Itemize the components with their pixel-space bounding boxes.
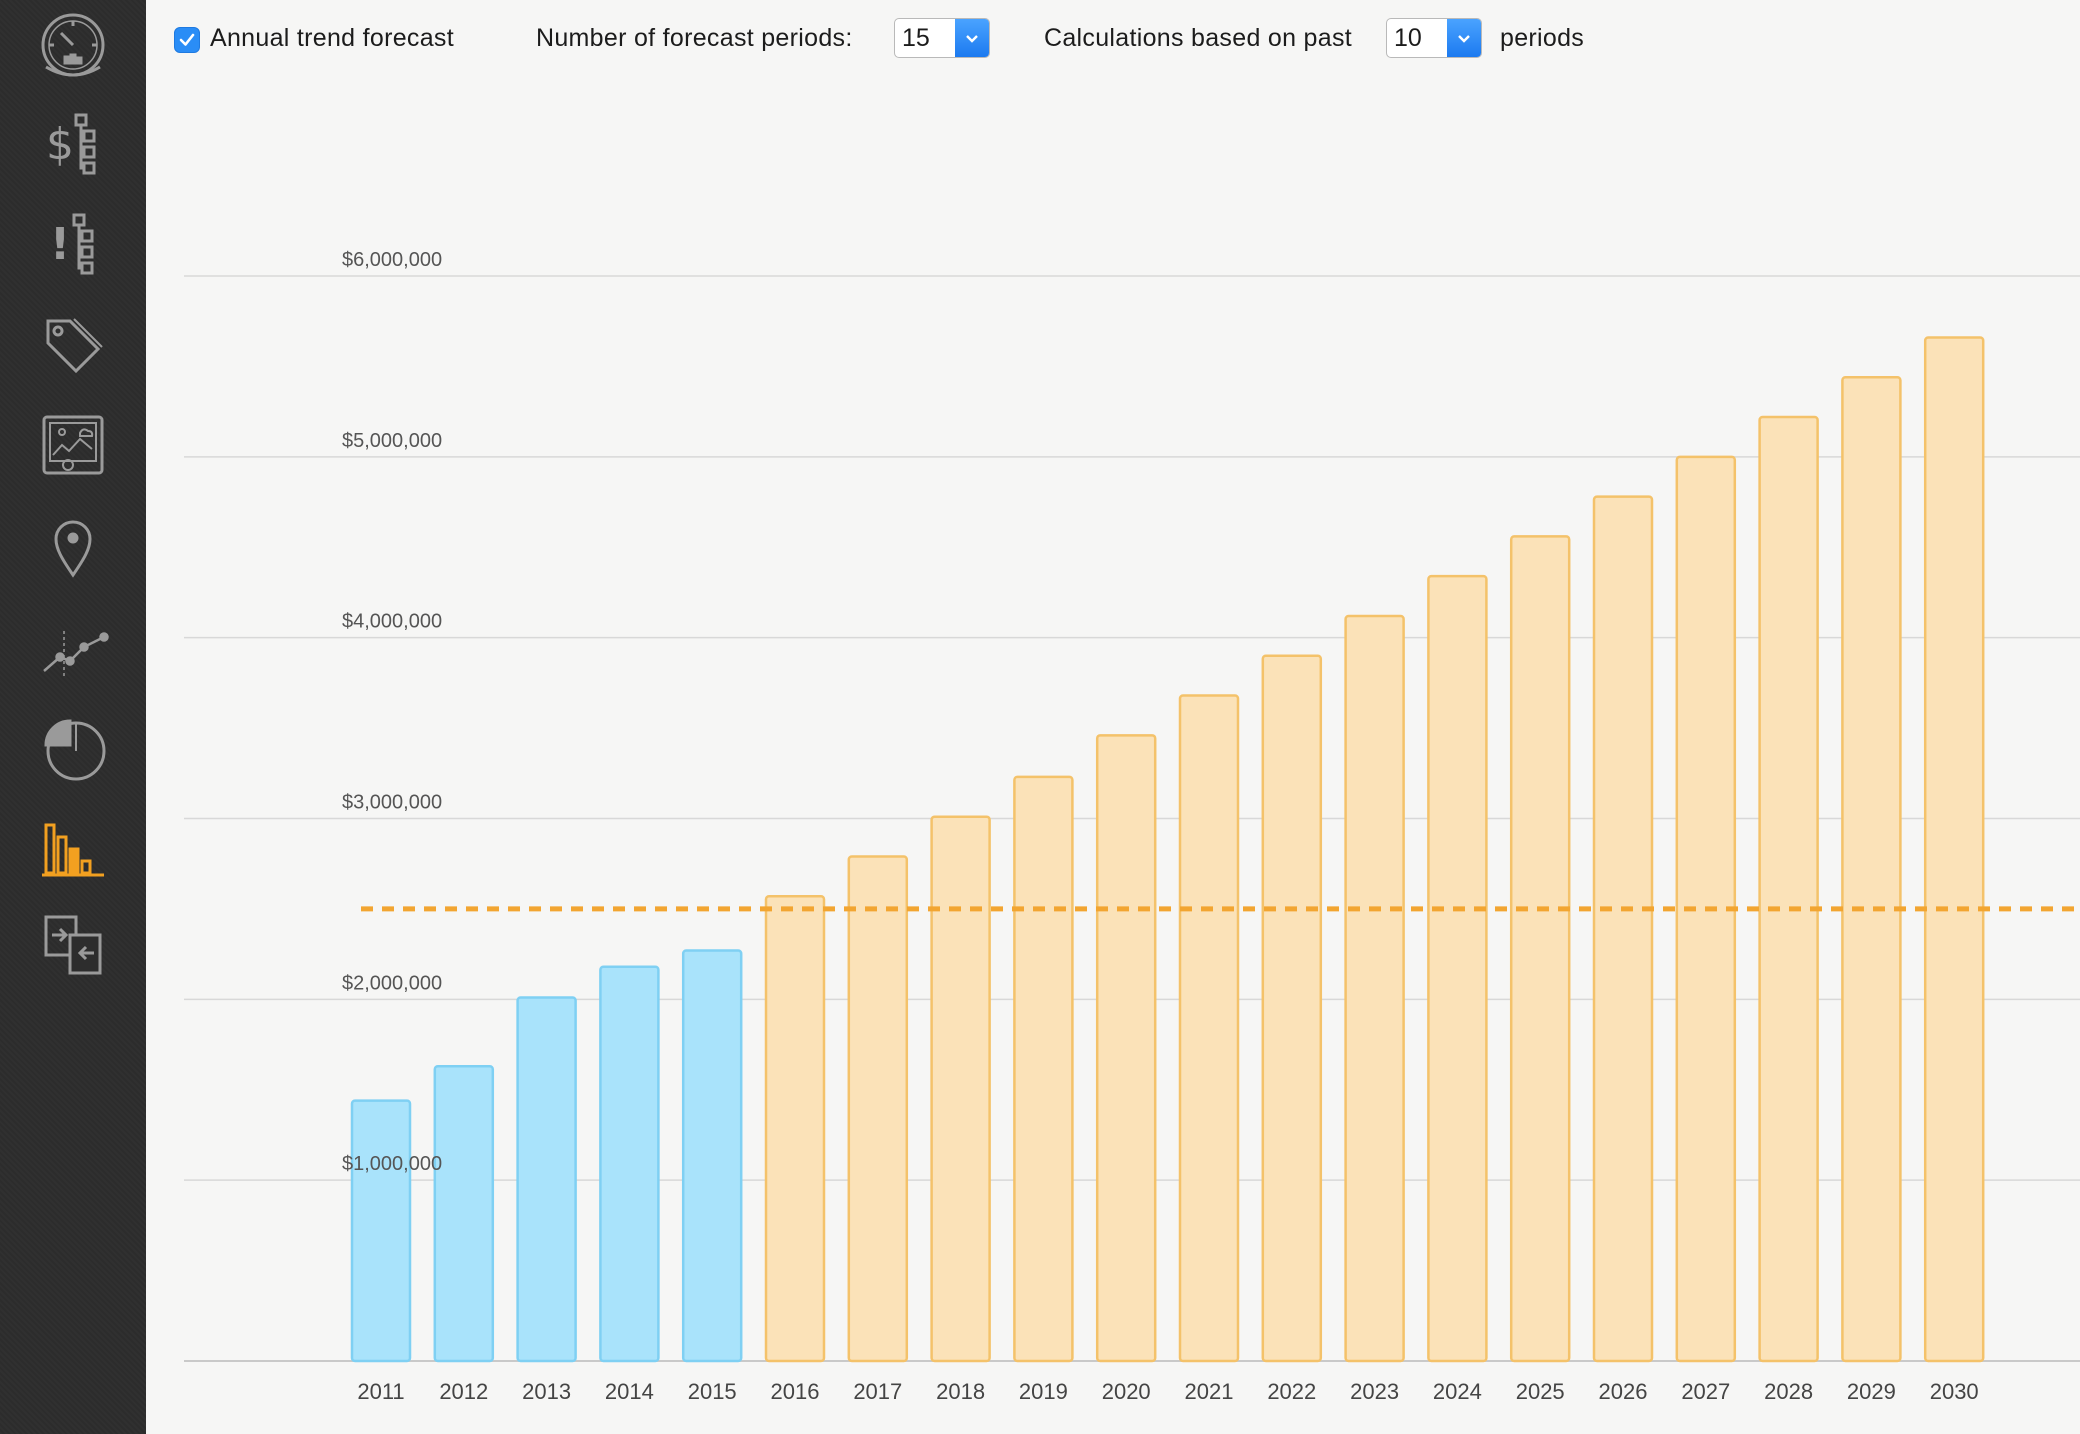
forecast-bar-2029[interactable] (1841, 376, 1902, 1363)
chevron-down-icon[interactable] (1447, 19, 1481, 57)
trend-forecast-checkbox[interactable] (174, 27, 200, 53)
x-tick-label: 2023 (1350, 1379, 1399, 1404)
forecast-chart: 2011 2012 2013 2014 2015 2016 2017 2018 2019 2020… (146, 84, 2080, 1434)
forecast-bar-2018[interactable] (930, 815, 991, 1363)
x-tick-label: 2018 (936, 1379, 985, 1404)
forecast-bar-2020[interactable] (1095, 734, 1157, 1363)
x-tick-label: 2019 (1019, 1379, 1068, 1404)
x-tick-label: 2029 (1847, 1379, 1896, 1404)
bar-chart-icon (42, 823, 104, 877)
nav-dashboard[interactable] (23, 4, 123, 88)
x-tick-label: 2014 (605, 1379, 654, 1404)
x-tick-label: 2013 (522, 1379, 571, 1404)
y-tick-label: $4,000,000 (342, 611, 442, 633)
nav-trends[interactable] (23, 604, 123, 688)
nav-tags[interactable] (23, 304, 123, 388)
x-tick-label: 2022 (1267, 1379, 1316, 1404)
x-tick-label: 2015 (688, 1379, 737, 1404)
svg-text:$: $ (46, 119, 74, 170)
x-tick-label: 2020 (1102, 1379, 1151, 1404)
forecast-bar-2024[interactable] (1427, 574, 1488, 1363)
x-tick-label: 2017 (853, 1379, 902, 1404)
actual-bar-2015[interactable] (681, 949, 743, 1363)
actual-bar-2011[interactable] (350, 1099, 412, 1363)
nav-locations[interactable] (23, 504, 123, 588)
y-tick-label: $3,000,000 (342, 792, 442, 814)
expense-tree-icon: ! (50, 213, 94, 275)
actual-bar-2013[interactable] (516, 996, 577, 1363)
nav-pie[interactable] (23, 704, 123, 788)
nav-revenue[interactable]: $ (23, 104, 123, 188)
trend-forecast-label: Annual trend forecast (210, 24, 454, 52)
nav-import-export[interactable] (23, 904, 123, 988)
forecast-periods-select[interactable]: 15 (894, 18, 990, 58)
x-tick-label: 2025 (1516, 1379, 1565, 1404)
y-tick-label: $5,000,000 (342, 430, 442, 452)
forecast-bar-2022[interactable] (1261, 654, 1323, 1363)
revenue-tree-icon: $ (46, 113, 96, 175)
x-tick-label: 2016 (771, 1379, 820, 1404)
x-tick-label: 2011 (357, 1379, 404, 1404)
tag-icon (46, 318, 103, 374)
svg-text:!: ! (50, 219, 70, 270)
nav-expenses[interactable]: ! (23, 204, 123, 288)
y-tick-label: $1,000,000 (342, 1153, 442, 1175)
line-trend-icon (43, 631, 109, 677)
chevron-down-icon[interactable] (955, 19, 989, 57)
checkmark-icon (179, 33, 195, 46)
forecast-periods-label: Number of forecast periods: (536, 24, 853, 52)
location-pin-icon (54, 520, 92, 578)
nav-bar-forecast[interactable] (23, 804, 123, 888)
forecast-bar-2021[interactable] (1178, 694, 1240, 1363)
x-tick-label: 2028 (1764, 1379, 1813, 1404)
forecast-bar-2017[interactable] (847, 855, 909, 1363)
y-tick-label: $6,000,000 (342, 249, 442, 271)
past-periods-value: 10 (1394, 23, 1422, 52)
periods-suffix-label: periods (1500, 24, 1585, 52)
actual-bar-2012[interactable] (433, 1064, 495, 1363)
forecast-periods-value: 15 (902, 23, 930, 52)
x-tick-label: 2012 (439, 1379, 488, 1404)
x-tick-label: 2027 (1681, 1379, 1730, 1404)
forecast-bar-2026[interactable] (1592, 495, 1654, 1363)
x-tick-label: 2024 (1433, 1379, 1482, 1404)
pie-chart-icon (44, 719, 106, 781)
forecast-bar-2023[interactable] (1344, 614, 1405, 1363)
dashboard-gauge-icon (41, 13, 105, 77)
forecast-bar-2028[interactable] (1758, 415, 1819, 1363)
forecast-bar-2016[interactable] (764, 895, 826, 1363)
past-periods-label: Calculations based on past (1044, 24, 1352, 52)
past-periods-select[interactable]: 10 (1386, 18, 1482, 58)
x-tick-label: 2021 (1185, 1379, 1234, 1404)
y-tick-label: $2,000,000 (342, 972, 442, 994)
sidebar: $ ! (0, 0, 146, 1434)
x-tick-label: 2030 (1930, 1379, 1979, 1404)
actual-bar-2014[interactable] (599, 965, 660, 1363)
forecast-bar-2030[interactable] (1923, 336, 1985, 1363)
import-export-icon (44, 915, 102, 975)
x-tick-label: 2026 (1599, 1379, 1648, 1404)
bar-chart: 2011 2012 2013 2014 2015 2016 2017 2018 2019 2020… (184, 249, 2080, 1404)
nav-presentation[interactable] (23, 404, 123, 488)
forecast-bar-2025[interactable] (1509, 535, 1571, 1363)
forecast-bar-2019[interactable] (1013, 775, 1074, 1363)
toolbar: Annual trend forecast Number of forecast… (146, 0, 2080, 84)
presentation-icon (42, 415, 104, 475)
